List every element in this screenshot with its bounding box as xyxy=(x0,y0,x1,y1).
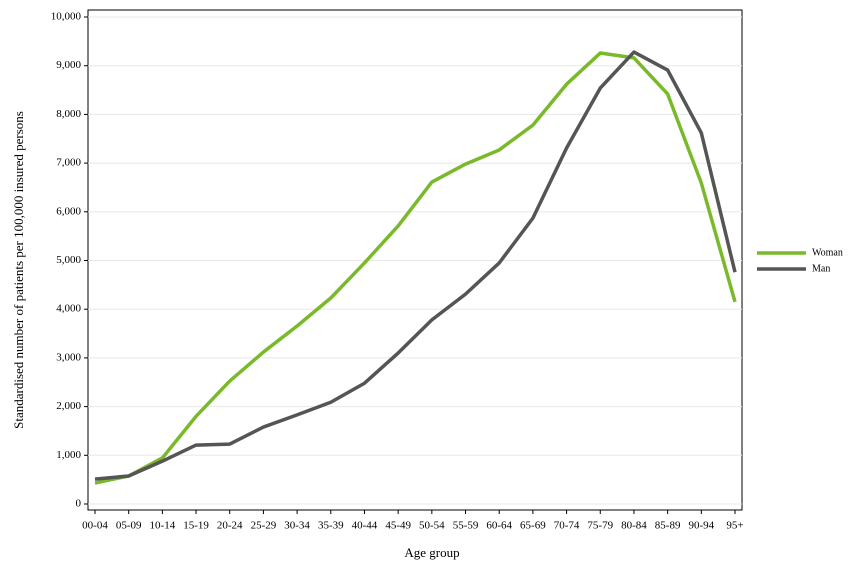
x-tick-label: 25-29 xyxy=(251,520,277,532)
x-tick-label: 05-09 xyxy=(116,520,142,532)
y-tick-label: 2,000 xyxy=(56,400,81,412)
x-tick-label: 60-64 xyxy=(486,520,512,532)
y-tick-label: 3,000 xyxy=(56,351,81,363)
x-tick-label: 00-04 xyxy=(82,520,108,532)
x-tick-label: 75-79 xyxy=(587,520,613,532)
y-tick-label: 4,000 xyxy=(56,303,81,315)
y-tick-label: 7,000 xyxy=(56,157,81,169)
x-tick-label: 30-34 xyxy=(284,520,310,532)
x-tick-label: 35-39 xyxy=(318,520,344,532)
x-tick-label: 70-74 xyxy=(554,520,580,532)
x-tick-label: 15-19 xyxy=(183,520,209,532)
y-tick-label: 1,000 xyxy=(56,449,81,461)
x-axis-label: Age group xyxy=(404,545,459,560)
y-tick-label: 8,000 xyxy=(56,108,81,120)
line-series xyxy=(94,50,737,481)
x-tick-label: 55-59 xyxy=(453,520,479,532)
x-tick-label: 95+ xyxy=(726,520,743,532)
x-tick-label: 90-94 xyxy=(688,520,714,532)
x-tick-label: 20-24 xyxy=(217,520,243,532)
y-tick-label: 5,000 xyxy=(56,254,81,266)
legend-label: Man xyxy=(812,263,830,274)
y-tick-label: 6,000 xyxy=(56,205,81,217)
y-axis-label: Standardised number of patients per 100,… xyxy=(11,111,26,429)
y-tick-label: 10,000 xyxy=(51,11,82,23)
x-tick-label: 65-69 xyxy=(520,520,546,532)
x-tick-label: 40-44 xyxy=(352,520,378,532)
legend-label: Woman xyxy=(812,247,843,258)
y-tick-label: 9,000 xyxy=(56,59,81,71)
x-tick-label: 50-54 xyxy=(419,520,445,532)
x-tick-label: 85-89 xyxy=(655,520,681,532)
x-tick-label: 10-14 xyxy=(150,520,176,532)
y-tick-label: 0 xyxy=(76,498,82,510)
x-tick-label: 80-84 xyxy=(621,520,647,532)
line-series xyxy=(94,51,737,485)
x-tick-label: 45-49 xyxy=(385,520,411,532)
